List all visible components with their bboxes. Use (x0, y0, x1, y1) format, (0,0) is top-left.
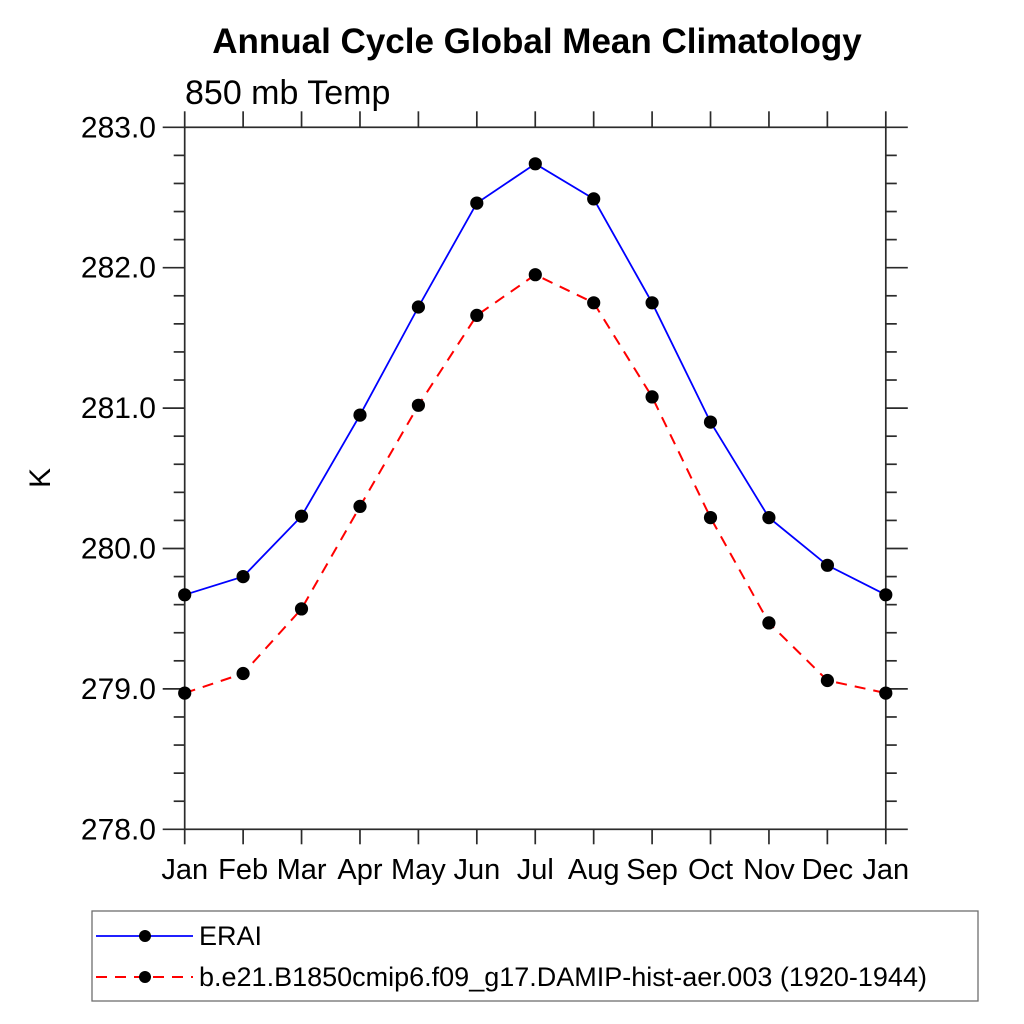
data-point-erai (762, 510, 776, 525)
data-point-model (703, 510, 718, 525)
y-tick-label: 278.0 (81, 813, 156, 846)
data-point-erai (528, 157, 542, 171)
legend-marker-model (139, 971, 151, 983)
y-tick-label: 281.0 (81, 392, 156, 425)
data-point-erai (411, 300, 425, 314)
data-point-erai (645, 296, 659, 310)
y-tick-label: 280.0 (81, 533, 156, 566)
legend: ERAI b.e21.B1850cmip6.f09_g17.DAMIP-hist… (91, 910, 979, 1002)
data-point-erai (353, 408, 367, 422)
chart-subtitle: 850 mb Temp (185, 74, 390, 112)
x-tick-label: May (391, 854, 446, 886)
data-point-erai (587, 192, 601, 206)
chart-title: Annual Cycle Global Mean Climatology (212, 22, 862, 61)
legend-label-erai: ERAI (199, 921, 262, 951)
data-point-model (762, 616, 776, 630)
data-point-erai (236, 570, 250, 584)
series-line-model (184, 273, 887, 695)
data-point-model (645, 390, 659, 404)
data-point-erai (294, 509, 309, 523)
data-point-model (470, 308, 484, 322)
x-tick-label: Oct (688, 854, 733, 886)
y-tick-label: 282.0 (81, 252, 156, 285)
x-tick-label: Feb (218, 854, 268, 886)
legend-label-model: b.e21.B1850cmip6.f09_g17.DAMIP-hist-aer.… (199, 962, 927, 992)
x-tick-label: Apr (337, 854, 382, 886)
y-tick-label: 283.0 (81, 111, 156, 144)
x-tick-label: Jun (453, 854, 500, 886)
x-tick-label: Sep (626, 854, 678, 886)
x-tick-label: Jan (862, 854, 909, 886)
y-tick-label: 279.0 (81, 673, 156, 706)
axes-layer: Jan Feb Mar Apr May Jun Jul Aug Sep Oct Nov Dec Jan2… (81, 111, 909, 886)
data-point-erai (178, 588, 192, 602)
legend-box (91, 910, 979, 1002)
data-point-model (587, 296, 601, 310)
data-point-model (528, 268, 542, 282)
data-point-erai (703, 415, 718, 429)
data-point-model (411, 398, 425, 412)
y-axis-label: K (24, 468, 57, 488)
x-tick-label: Aug (568, 854, 620, 886)
legend-marker-erai (139, 930, 151, 942)
plot-frame (183, 126, 887, 831)
data-point-model (820, 673, 835, 688)
data-point-model (236, 666, 250, 681)
data-point-model (178, 686, 192, 700)
data-point-model (879, 686, 893, 700)
x-tick-label: Nov (743, 854, 795, 886)
data-point-erai (470, 196, 484, 210)
data-point-model (294, 602, 309, 616)
data-point-erai (820, 558, 835, 572)
series-layer (178, 157, 893, 700)
data-point-model (353, 499, 367, 513)
x-tick-label: Mar (277, 854, 327, 886)
x-tick-label: Jan (161, 854, 208, 886)
data-point-erai (879, 588, 893, 602)
x-tick-label: Dec (802, 854, 854, 886)
series-line-erai (184, 162, 887, 596)
x-tick-label: Jul (517, 854, 554, 886)
